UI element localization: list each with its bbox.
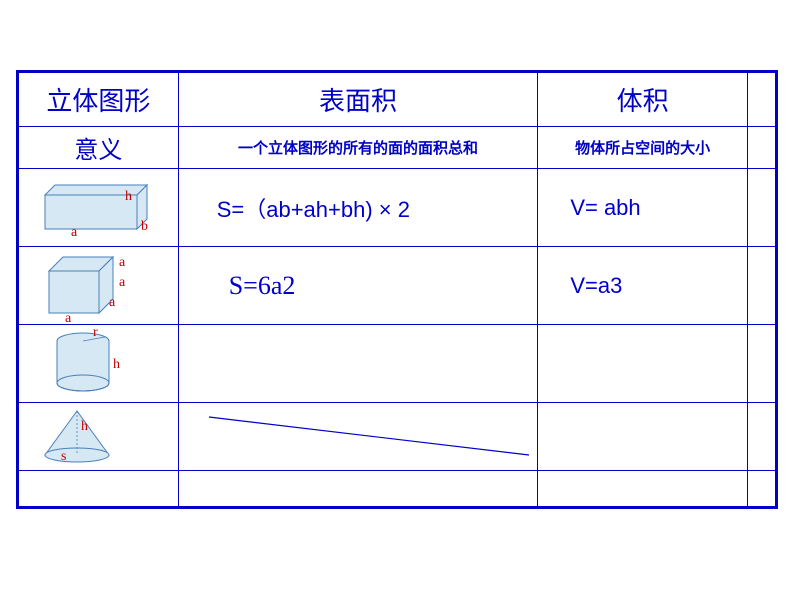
empty-surface bbox=[178, 471, 538, 507]
meaning-extra bbox=[748, 127, 776, 169]
cone-surface-cell bbox=[178, 403, 538, 471]
cube-dim-a2: a bbox=[109, 295, 115, 311]
empty-row bbox=[19, 471, 776, 507]
geometry-table: 立体图形 表面积 体积 意义 一个立体图形的所有的面的面积总和 物体所占空间的大… bbox=[16, 70, 778, 509]
cuboid-volume-formula: V= abh bbox=[538, 169, 748, 247]
header-shape: 立体图形 bbox=[19, 73, 179, 127]
cone-volume-formula bbox=[538, 403, 748, 471]
meaning-surface: 一个立体图形的所有的面的面积总和 bbox=[178, 127, 538, 169]
cube-dim-a3: a bbox=[119, 255, 125, 271]
cylinder-dim-r: r bbox=[93, 325, 98, 341]
cuboid-surface-formula: S=（ab+ah+bh) × 2 bbox=[178, 169, 538, 247]
cube-row: a a a a S=6a2 V=a3 bbox=[19, 247, 776, 325]
cube-icon bbox=[39, 251, 149, 321]
meaning-row: 意义 一个立体图形的所有的面的面积总和 物体所占空间的大小 bbox=[19, 127, 776, 169]
cuboid-shape-cell: a b h bbox=[19, 169, 179, 247]
cube-shape-cell: a a a a bbox=[19, 247, 179, 325]
cone-dim-s: s bbox=[61, 449, 66, 465]
cube-dim-a4: a bbox=[119, 275, 125, 291]
empty-volume bbox=[538, 471, 748, 507]
cone-icon bbox=[37, 407, 137, 467]
cuboid-row: a b h S=（ab+ah+bh) × 2 V= abh bbox=[19, 169, 776, 247]
header-surface: 表面积 bbox=[178, 73, 538, 127]
cylinder-shape-cell: r h bbox=[19, 325, 179, 403]
cone-shape-cell: h s bbox=[19, 403, 179, 471]
meaning-volume: 物体所占空间的大小 bbox=[538, 127, 748, 169]
cylinder-dim-h: h bbox=[113, 357, 120, 373]
cube-extra bbox=[748, 247, 776, 325]
meaning-label: 意义 bbox=[19, 127, 179, 169]
cylinder-extra bbox=[748, 325, 776, 403]
diagonal-line-icon bbox=[179, 403, 539, 471]
empty-extra bbox=[748, 471, 776, 507]
cuboid-dim-a: a bbox=[71, 225, 77, 241]
main-table: 立体图形 表面积 体积 意义 一个立体图形的所有的面的面积总和 物体所占空间的大… bbox=[18, 72, 776, 507]
header-row: 立体图形 表面积 体积 bbox=[19, 73, 776, 127]
cube-volume-formula: V=a3 bbox=[538, 247, 748, 325]
cone-dim-h: h bbox=[81, 419, 88, 435]
cylinder-icon bbox=[53, 329, 153, 399]
cone-extra bbox=[748, 403, 776, 471]
empty-shape bbox=[19, 471, 179, 507]
header-volume: 体积 bbox=[538, 73, 748, 127]
cylinder-surface-formula bbox=[178, 325, 538, 403]
cuboid-dim-h: h bbox=[125, 189, 132, 205]
cube-surface-formula: S=6a2 bbox=[178, 247, 538, 325]
cylinder-row: r h bbox=[19, 325, 776, 403]
cone-row: h s bbox=[19, 403, 776, 471]
cuboid-dim-b: b bbox=[141, 219, 148, 235]
cylinder-volume-formula bbox=[538, 325, 748, 403]
header-extra bbox=[748, 73, 776, 127]
cuboid-extra bbox=[748, 169, 776, 247]
